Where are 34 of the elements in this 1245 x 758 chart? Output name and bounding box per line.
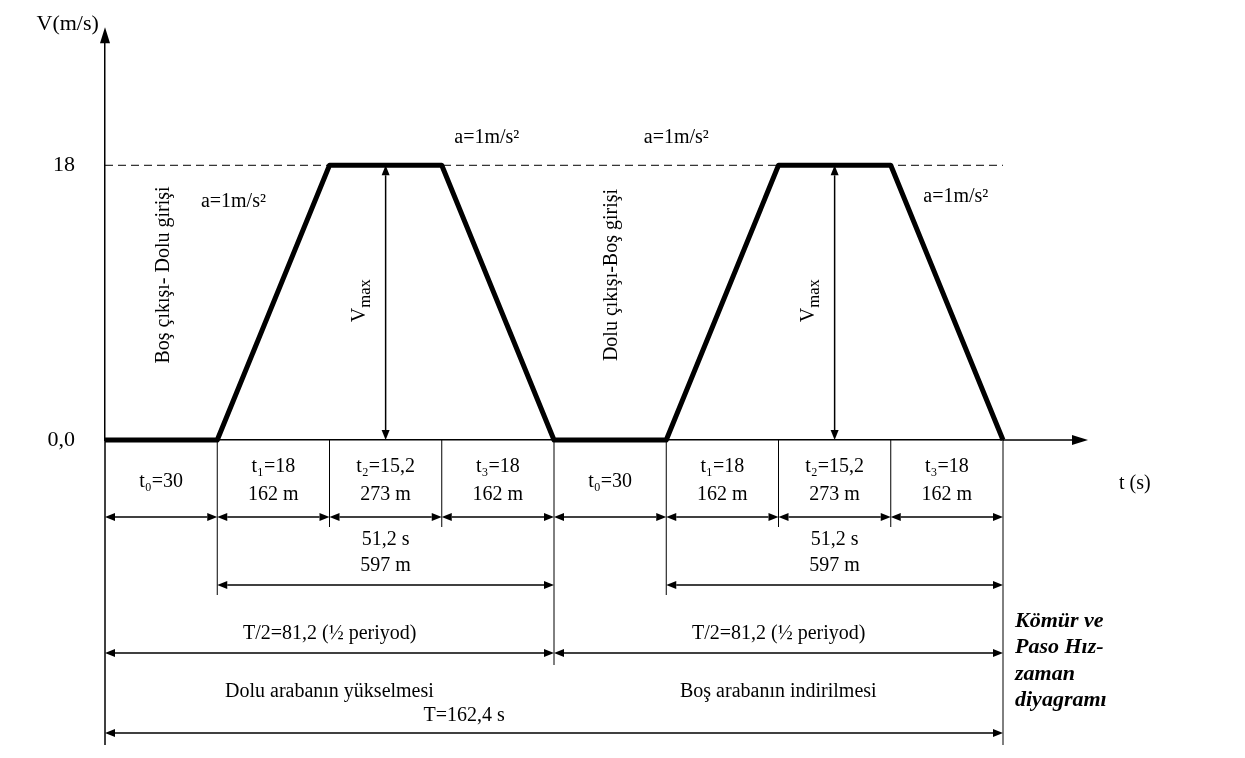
- annotation: Dolu çıkışı-Boş girişi: [599, 188, 622, 362]
- text: t₀=30: [139, 469, 183, 491]
- text: 162 m: [472, 482, 523, 504]
- text: Dolu arabanın yükselmesi: [225, 679, 434, 701]
- text: 597 m: [360, 553, 411, 575]
- text: 597 m: [809, 553, 860, 575]
- text: t₁=18: [251, 454, 296, 476]
- text: 162 m: [247, 482, 299, 504]
- text: Boş arabanın indirilmesi: [680, 679, 877, 701]
- annotation: a=1m/s²: [200, 189, 266, 211]
- annotation: a=1m/s²: [454, 125, 520, 147]
- annotation: a=1m/s²: [923, 184, 989, 206]
- text: t₂=15,2: [805, 454, 864, 476]
- text: 162 m: [696, 482, 748, 504]
- y-tick-label: 0,0: [47, 425, 75, 451]
- text: 273 m: [809, 482, 860, 504]
- text: T/2=81,2 (½ periyod): [243, 621, 417, 643]
- text: t₃=18: [475, 454, 520, 476]
- text: T/2=81,2 (½ periyod): [692, 621, 866, 643]
- y-tick-label: 18: [53, 151, 75, 177]
- annotation: a=1m/s²: [643, 125, 709, 147]
- text: t₃=18: [924, 454, 969, 476]
- text: t₀=30: [588, 469, 632, 491]
- text: 51,2 s: [361, 527, 410, 549]
- text: 162 m: [921, 482, 972, 504]
- annotation: Boş çıkışı- Dolu girişi: [150, 186, 173, 364]
- text: t₂=15,2: [356, 454, 415, 476]
- text: t (s): [1119, 471, 1151, 493]
- text: t₁=18: [700, 454, 745, 476]
- text: Kömür ve Paso Hız-zaman diyagramı: [1015, 607, 1108, 713]
- text: 273 m: [360, 482, 411, 504]
- text: T=162,4 s: [423, 703, 505, 725]
- text: 51,2 s: [810, 527, 859, 549]
- y-axis-title: V(m/s): [36, 10, 99, 36]
